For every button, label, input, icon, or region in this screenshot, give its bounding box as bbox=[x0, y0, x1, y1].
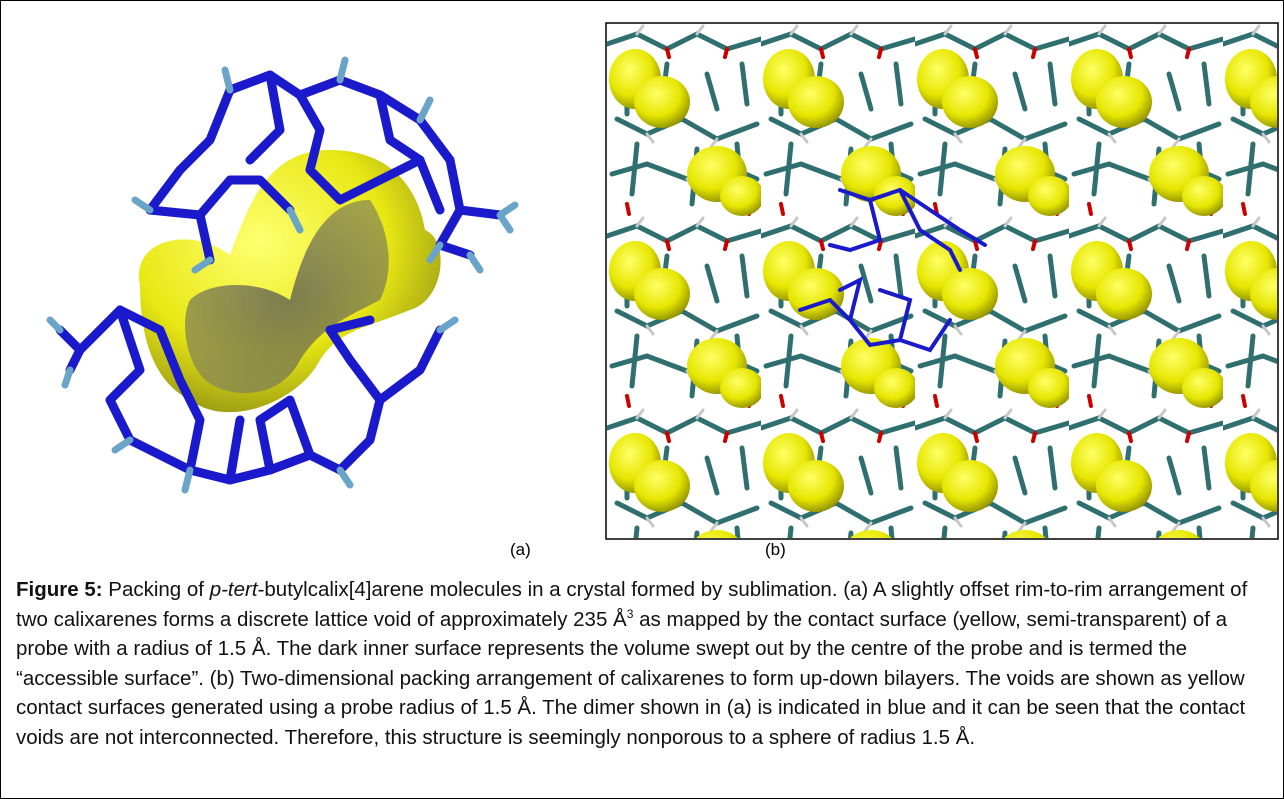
panel-b-image bbox=[606, 23, 1278, 539]
caption-text: Packing of bbox=[103, 578, 210, 601]
figure-images bbox=[0, 0, 1284, 540]
figure-caption: Figure 5: Packing of p-tert-butylcalix[4… bbox=[16, 575, 1270, 752]
caption-italic: p-tert bbox=[210, 578, 258, 601]
panel-label: (a) bbox=[510, 540, 531, 560]
caption-label: Figure 5: bbox=[16, 578, 103, 601]
panel-label: (b) bbox=[765, 540, 786, 560]
panel-a-image bbox=[50, 60, 515, 490]
